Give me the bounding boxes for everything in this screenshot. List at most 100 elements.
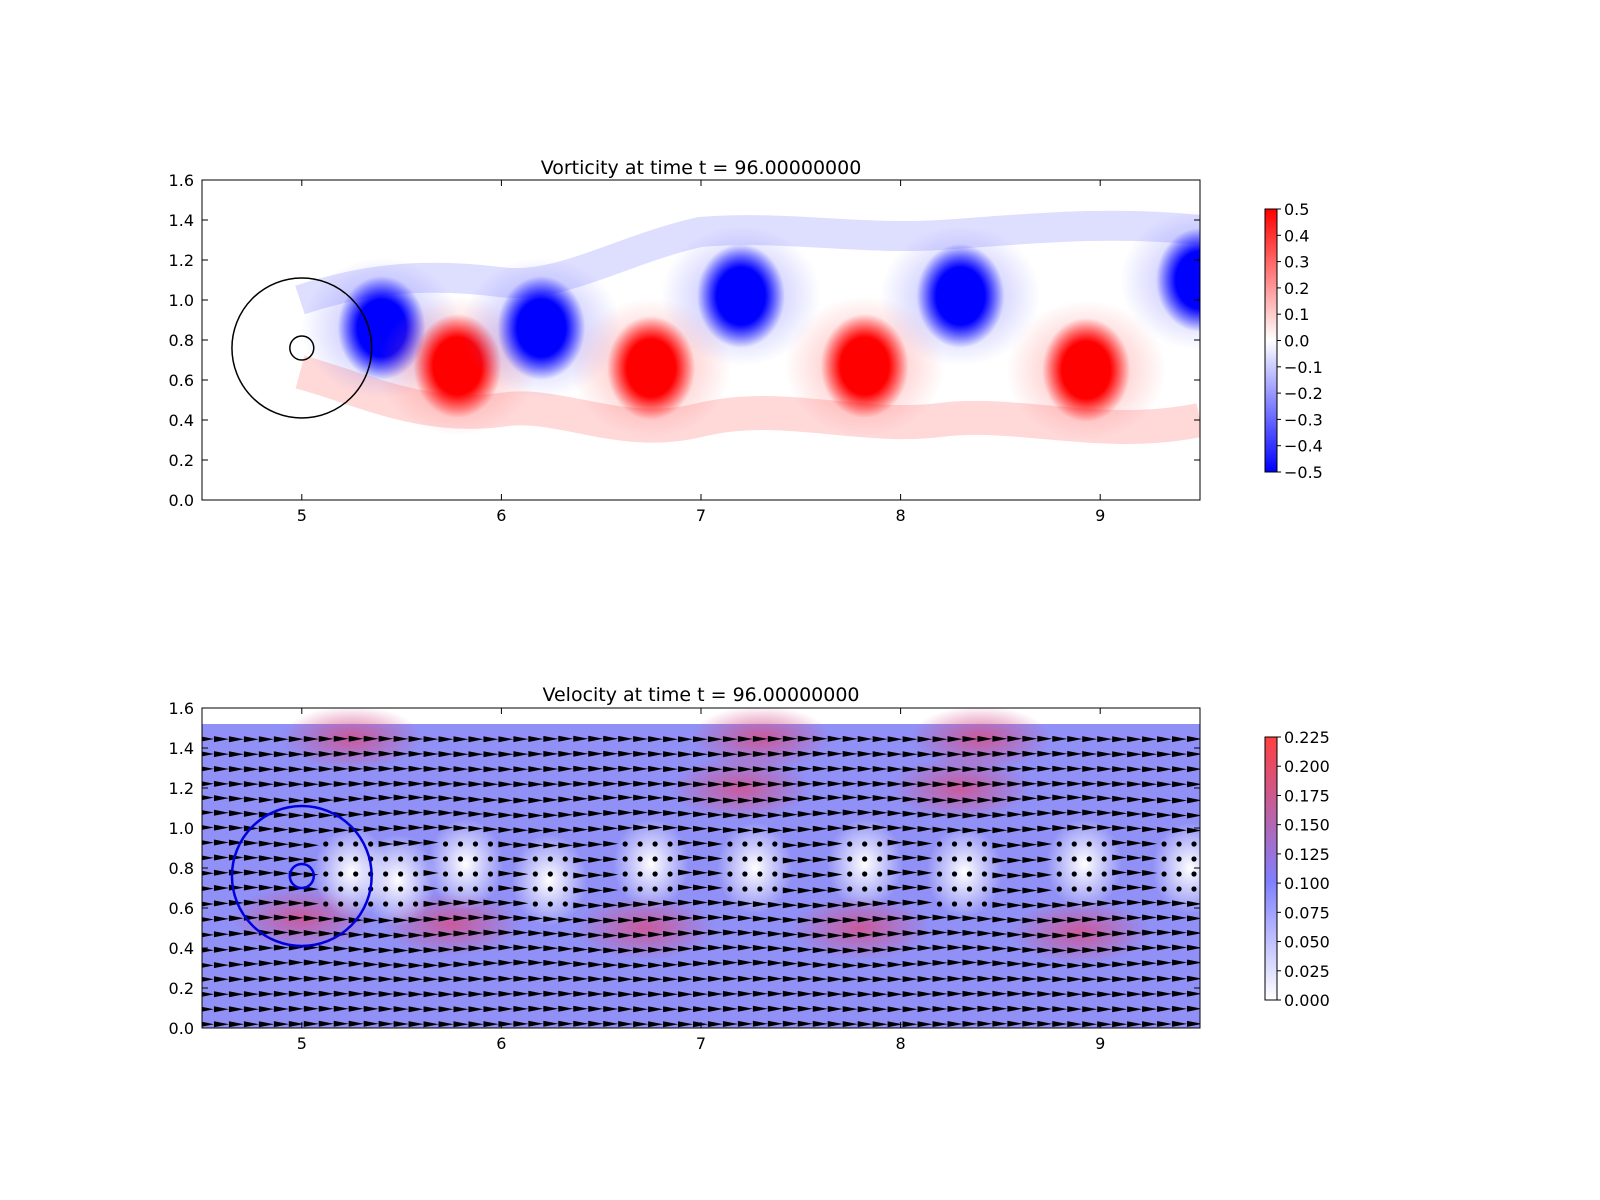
velocity-arrow bbox=[1007, 872, 1023, 879]
velocity-arrow bbox=[213, 869, 229, 876]
velocity-dot bbox=[981, 886, 988, 892]
velocity-arrow bbox=[977, 797, 993, 804]
velocity-arrow bbox=[483, 944, 499, 951]
velocity-arrow bbox=[618, 947, 634, 954]
velocity-arrow bbox=[1007, 917, 1023, 924]
velocity-arrow bbox=[258, 899, 274, 906]
velocity-arrow bbox=[782, 990, 798, 997]
velocity-arrow bbox=[573, 946, 589, 953]
velocity-arrow bbox=[498, 736, 514, 743]
velocity-arrow bbox=[513, 990, 529, 997]
velocity-arrow bbox=[1112, 839, 1128, 846]
velocity-arrow bbox=[917, 975, 933, 982]
velocity-arrow bbox=[1187, 797, 1200, 804]
velocity-arrow bbox=[767, 960, 783, 967]
velocity-arrow bbox=[797, 917, 813, 924]
velocity-arrow bbox=[857, 901, 873, 908]
velocity-arrow bbox=[543, 1005, 559, 1012]
velocity-arrow bbox=[1157, 975, 1173, 982]
velocity-arrow bbox=[393, 1006, 409, 1013]
velocity-arrow bbox=[1037, 750, 1053, 757]
velocity-arrow bbox=[573, 857, 589, 864]
low-speed-region bbox=[1046, 818, 1123, 910]
velocity-arrow bbox=[588, 917, 604, 924]
velocity-arrow bbox=[917, 991, 933, 998]
velocity-dot bbox=[877, 841, 883, 847]
velocity-arrow bbox=[588, 932, 604, 939]
velocity-arrow bbox=[722, 990, 738, 997]
cylinder-circle bbox=[230, 804, 373, 948]
velocity-arrow bbox=[962, 1020, 978, 1027]
velocity-arrow bbox=[513, 871, 529, 878]
velocity-arrow bbox=[1187, 812, 1200, 819]
velocity-arrow bbox=[872, 946, 888, 953]
positive-vortex bbox=[1042, 318, 1131, 422]
velocity-arrow bbox=[1097, 736, 1113, 743]
velocity-arrow bbox=[1127, 854, 1143, 861]
velocity-arrow bbox=[947, 766, 963, 773]
velocity-arrow bbox=[693, 796, 709, 803]
velocity-arrow bbox=[633, 976, 649, 983]
velocity-arrow bbox=[663, 900, 679, 907]
velocity-dot bbox=[951, 886, 958, 892]
velocity-arrow bbox=[333, 1020, 349, 1027]
velocity-arrow bbox=[812, 902, 828, 909]
velocity-arrow bbox=[872, 780, 888, 787]
velocity-arrow bbox=[378, 780, 394, 787]
y-tick-label: 1.2 bbox=[169, 251, 194, 270]
velocity-arrow bbox=[722, 736, 738, 743]
velocity-arrow bbox=[423, 780, 439, 787]
velocity-arrow bbox=[887, 736, 903, 743]
negative-vortex bbox=[696, 244, 785, 348]
velocity-arrow bbox=[797, 841, 813, 848]
velocity-arrow bbox=[827, 794, 843, 801]
velocity-arrow bbox=[528, 812, 544, 819]
velocity-arrow bbox=[767, 796, 783, 803]
velocity-arrow bbox=[678, 854, 694, 861]
velocity-arrow bbox=[1127, 899, 1143, 906]
velocity-arrow bbox=[782, 857, 798, 864]
velocity-arrow bbox=[857, 991, 873, 998]
velocity-arrow bbox=[1187, 781, 1200, 788]
velocity-dot bbox=[412, 901, 419, 907]
velocity-arrow bbox=[258, 991, 274, 998]
colorbar-tick-label: 0.125 bbox=[1284, 845, 1330, 864]
velocity-arrow bbox=[1187, 930, 1200, 937]
velocity-arrow bbox=[737, 766, 753, 773]
velocity-arrow bbox=[408, 824, 424, 831]
velocity-arrow bbox=[1142, 1006, 1158, 1013]
velocity-dot bbox=[936, 871, 943, 877]
velocity-dot bbox=[981, 901, 988, 907]
velocity-arrow bbox=[857, 765, 873, 772]
velocity-arrow bbox=[273, 884, 289, 891]
velocity-dot bbox=[412, 856, 419, 862]
velocity-arrow bbox=[1097, 780, 1113, 787]
velocity-arrow bbox=[408, 1021, 424, 1028]
velocity-arrow bbox=[258, 855, 274, 862]
velocity-arrow bbox=[1082, 765, 1098, 772]
velocity-arrow bbox=[513, 827, 529, 834]
velocity-arrow bbox=[962, 990, 978, 997]
velocity-arrow bbox=[1112, 869, 1128, 876]
velocity-arrow bbox=[468, 914, 484, 921]
velocity-arrow bbox=[812, 961, 828, 968]
velocity-arrow bbox=[902, 930, 918, 937]
velocity-arrow bbox=[887, 810, 903, 817]
velocity-arrow bbox=[423, 1006, 439, 1013]
velocity-dot bbox=[757, 856, 763, 862]
velocity-arrow bbox=[977, 1020, 993, 1027]
velocity-arrow bbox=[258, 1006, 274, 1013]
velocity-arrow bbox=[633, 991, 649, 998]
velocity-arrow bbox=[438, 991, 454, 998]
velocity-arrow bbox=[1172, 959, 1188, 966]
velocity-arrow bbox=[842, 991, 858, 998]
velocity-arrow bbox=[977, 750, 993, 757]
velocity-arrow bbox=[453, 976, 469, 983]
velocity-arrow bbox=[1082, 809, 1098, 816]
velocity-arrow bbox=[1037, 947, 1053, 954]
velocity-arrow bbox=[812, 735, 828, 742]
velocity-arrow bbox=[1172, 900, 1188, 907]
velocity-arrow bbox=[648, 1006, 664, 1013]
velocity-arrow bbox=[363, 826, 379, 833]
velocity-dot bbox=[1191, 886, 1197, 892]
